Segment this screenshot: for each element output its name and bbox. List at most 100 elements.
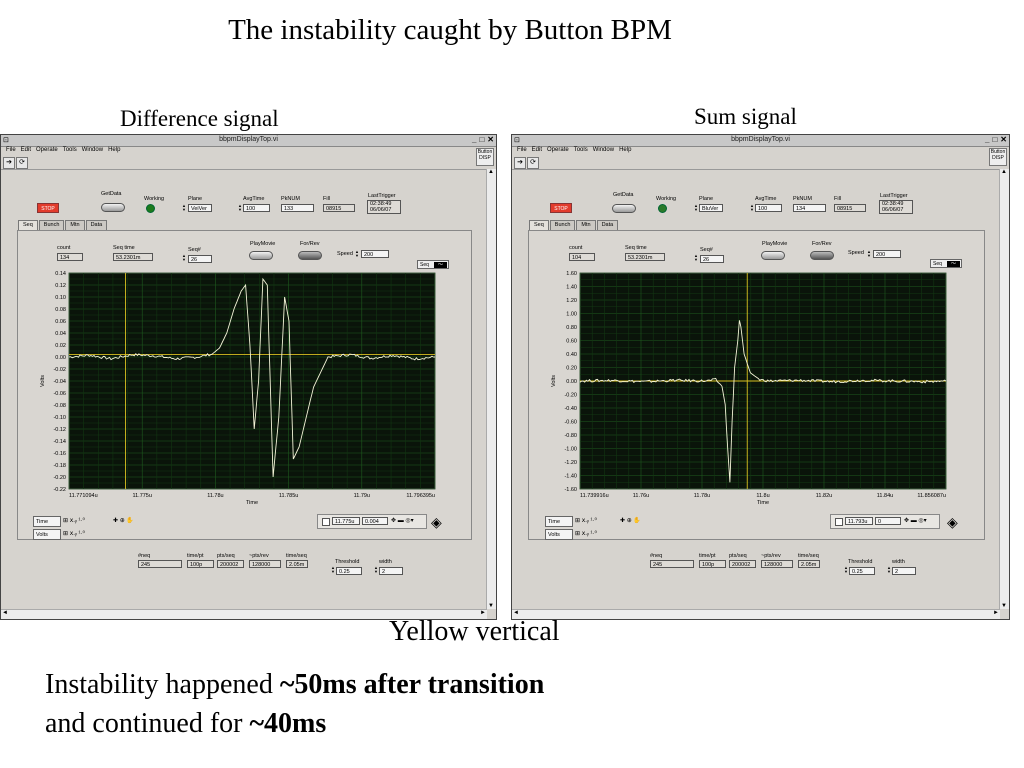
horizontal-scrollbar[interactable]: ◄ ►	[1, 609, 487, 619]
maximize-icon[interactable]: □	[992, 135, 998, 144]
tab-data[interactable]: Data	[596, 220, 619, 230]
menu-operate[interactable]: Operate	[36, 147, 58, 153]
window-titlebar[interactable]: ⊡ bbpmDisplayTop.vi _ □ ✕	[1, 135, 496, 147]
run-arrow-icon[interactable]: ➔	[514, 157, 526, 169]
minimize-icon[interactable]: _	[985, 135, 990, 144]
cursor-x-value[interactable]: 11.775u	[332, 517, 360, 525]
cursor-mover-icon[interactable]: ◈	[947, 514, 958, 530]
menu-help[interactable]: Help	[108, 147, 121, 153]
seqnum-value[interactable]: 26	[188, 255, 212, 263]
menubar: File Edit Operate Tools Window Help	[1, 147, 496, 156]
neq-label: #neq	[650, 553, 663, 559]
seqnum-spinner-icon[interactable]: ▲ ▼	[694, 253, 698, 262]
menu-tools[interactable]: Tools	[62, 147, 77, 153]
threshold-spinner-icon[interactable]: ▲ ▼	[844, 565, 848, 574]
speed-spinner-icon[interactable]: ▲ ▼	[867, 249, 871, 258]
width-value[interactable]: 2	[379, 567, 403, 575]
menu-window[interactable]: Window	[81, 147, 104, 153]
y-tick-label: -1.00	[564, 447, 577, 453]
conclusion-line-2: and continued for ~40ms	[45, 708, 327, 739]
plane-value[interactable]: BluVer	[699, 204, 723, 212]
window-titlebar[interactable]: ⊡ bbpmDisplayTop.vi _ □ ✕	[512, 135, 1009, 147]
horizontal-scrollbar[interactable]: ◄ ►	[512, 609, 1000, 619]
avgtime-value[interactable]: 100	[243, 204, 270, 212]
tab-bunch[interactable]: Bunch	[38, 220, 65, 230]
close-icon[interactable]: ✕	[487, 135, 494, 144]
speed-value[interactable]: 200	[361, 250, 389, 258]
menu-file[interactable]: File	[6, 147, 16, 153]
speed-spinner-icon[interactable]: ▲ ▼	[355, 249, 359, 258]
forrev-toggle[interactable]	[810, 251, 834, 260]
cursor-checkbox[interactable]	[322, 518, 330, 526]
playmovie-toggle[interactable]	[761, 251, 785, 260]
avgtime-spinner-icon[interactable]: ▲ ▼	[238, 203, 242, 212]
vertical-scrollbar[interactable]: ▲ ▼	[486, 169, 496, 609]
graph-plot-legend[interactable]: Seq ～	[417, 260, 449, 269]
maximize-icon[interactable]: □	[479, 135, 485, 144]
menu-window[interactable]: Window	[592, 147, 615, 153]
minimize-icon[interactable]: _	[472, 135, 477, 144]
menubar: File Edit Operate Tools Window Help	[512, 147, 1009, 156]
width-value[interactable]: 2	[892, 567, 916, 575]
plane-spinner-icon[interactable]: ▲ ▼	[182, 203, 186, 212]
x-tick-label: 11.796395u	[406, 493, 435, 499]
volts-scale-controls-icon[interactable]: ⊞ ⅹ.ᵧ ¹·⁰	[575, 531, 597, 537]
plane-spinner-icon[interactable]: ▲ ▼	[694, 203, 698, 212]
avgtime-value[interactable]: 100	[755, 204, 782, 212]
menu-edit[interactable]: Edit	[20, 147, 32, 153]
threshold-spinner-icon[interactable]: ▲ ▼	[331, 565, 335, 574]
pknum-value[interactable]: 134	[793, 204, 826, 212]
stop-button[interactable]: STOP	[37, 203, 59, 213]
plane-value[interactable]: VeiVer	[188, 204, 212, 212]
width-spinner-icon[interactable]: ▲ ▼	[374, 565, 378, 574]
width-spinner-icon[interactable]: ▲ ▼	[887, 565, 891, 574]
cursor-y-value[interactable]: 0.004	[362, 517, 388, 525]
y-tick-label: 0.00	[566, 379, 577, 385]
menu-file[interactable]: File	[517, 147, 527, 153]
avgtime-spinner-icon[interactable]: ▲ ▼	[750, 203, 754, 212]
tab-seq[interactable]: Seq	[529, 220, 549, 230]
volts-scale-controls-icon[interactable]: ⊞ ⅹ.ᵧ ¹·⁰	[63, 531, 85, 537]
cursor-checkbox[interactable]	[835, 518, 843, 526]
speed-value[interactable]: 200	[873, 250, 901, 258]
run-continuous-icon[interactable]: ⟳	[527, 157, 539, 169]
getdata-toggle[interactable]	[101, 203, 125, 212]
menu-tools[interactable]: Tools	[573, 147, 588, 153]
button-disp-icon[interactable]: Button DISP	[476, 148, 494, 166]
menu-operate[interactable]: Operate	[547, 147, 569, 153]
sum-signal-graph[interactable]: 1.60 1.40 1.20 1.00 0.80 0.60 0.40 0.20 0.00 -0.2…	[528, 269, 968, 509]
threshold-value[interactable]: 0.25	[849, 567, 875, 575]
difference-signal-graph[interactable]: 0.14 0.12 0.10 0.08 0.06 0.04 0.02 0.00 -0.02 -0.…	[17, 269, 457, 509]
run-arrow-icon[interactable]: ➔	[3, 157, 15, 169]
tab-data[interactable]: Data	[85, 220, 108, 230]
stop-button[interactable]: STOP	[550, 203, 572, 213]
playmovie-toggle[interactable]	[249, 251, 273, 260]
cursor-y-value[interactable]: 0	[875, 517, 901, 525]
cursor-style-icon[interactable]: ✥ ▬ ◎▾	[391, 518, 414, 524]
tab-mtn[interactable]: Mtn	[576, 220, 596, 230]
tab-seq[interactable]: Seq	[18, 220, 38, 230]
tab-bunch[interactable]: Bunch	[549, 220, 576, 230]
close-icon[interactable]: ✕	[1000, 135, 1007, 144]
time-scale-controls-icon[interactable]: ⊞ ⅹ.ᵧ ¹·⁰	[63, 518, 85, 524]
cursor-style-icon[interactable]: ✥ ▬ ◎▾	[904, 518, 927, 524]
button-disp-icon[interactable]: Button DISP	[989, 148, 1007, 166]
threshold-value[interactable]: 0.25	[336, 567, 362, 575]
graph-plot-legend[interactable]: Seq ～	[930, 259, 962, 268]
graph-palette-icon[interactable]: ✚ ⊕ ✋	[620, 518, 641, 524]
cursor-mover-icon[interactable]: ◈	[431, 514, 442, 530]
width-label: width	[379, 559, 392, 565]
menu-edit[interactable]: Edit	[531, 147, 543, 153]
cursor-x-value[interactable]: 11.793u	[845, 517, 873, 525]
time-scale-controls-icon[interactable]: ⊞ ⅹ.ᵧ ¹·⁰	[575, 518, 597, 524]
run-continuous-icon[interactable]: ⟳	[16, 157, 28, 169]
vertical-scrollbar[interactable]: ▲ ▼	[999, 169, 1009, 609]
seqnum-value[interactable]: 26	[700, 255, 724, 263]
forrev-toggle[interactable]	[298, 251, 322, 260]
graph-palette-icon[interactable]: ✚ ⊕ ✋	[113, 518, 134, 524]
getdata-toggle[interactable]	[612, 204, 636, 213]
tab-mtn[interactable]: Mtn	[65, 220, 85, 230]
pknum-value[interactable]: 133	[281, 204, 314, 212]
menu-help[interactable]: Help	[619, 147, 632, 153]
seqnum-spinner-icon[interactable]: ▲ ▼	[182, 253, 186, 262]
